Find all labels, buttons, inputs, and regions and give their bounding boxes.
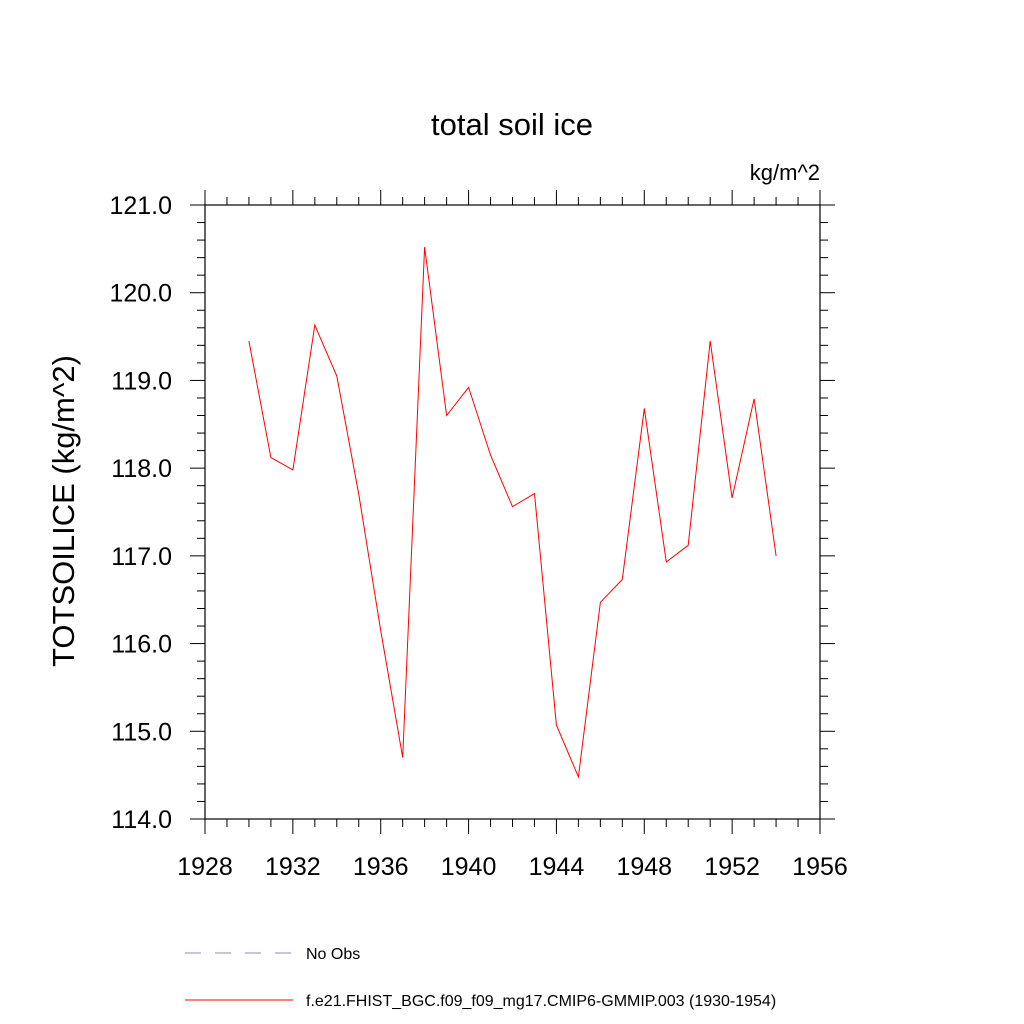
y-axis-label: TOTSOILICE (kg/m^2) bbox=[46, 355, 81, 667]
y-tick-label: 121.0 bbox=[109, 192, 172, 220]
chart-title: total soil ice bbox=[431, 107, 593, 142]
x-tick-label: 1944 bbox=[529, 853, 585, 881]
y-tick-label: 115.0 bbox=[111, 718, 172, 746]
y-tick-label: 120.0 bbox=[109, 280, 172, 308]
x-tick-label: 1940 bbox=[441, 853, 497, 881]
y-tick-label: 119.0 bbox=[111, 367, 172, 395]
plot-frame bbox=[204, 204, 821, 820]
x-tick-label: 1952 bbox=[704, 853, 760, 881]
y-tick-label: 114.0 bbox=[111, 806, 172, 834]
legend-label-model: f.e21.FHIST_BGC.f09_f09_mg17.CMIP6-GMMIP… bbox=[306, 993, 776, 1010]
x-tick-label: 1932 bbox=[265, 853, 321, 881]
x-tick-label: 1948 bbox=[616, 853, 672, 881]
x-tick-label: 1928 bbox=[177, 853, 233, 881]
legend: No Obs f.e21.FHIST_BGC.f09_f09_mg17.CMIP… bbox=[185, 946, 776, 1010]
tick-labels: 1928 1932 1936 1940 1944 1948 1952 1956 114.0 115… bbox=[109, 192, 847, 881]
x-tick-label: 1956 bbox=[792, 853, 848, 881]
y-tick-label: 116.0 bbox=[111, 631, 172, 659]
axis-ticks bbox=[190, 190, 835, 834]
units-label: kg/m^2 bbox=[750, 160, 820, 185]
legend-label-no-obs: No Obs bbox=[306, 946, 360, 963]
series-line-0 bbox=[248, 247, 777, 779]
y-tick-label: 118.0 bbox=[111, 455, 172, 483]
series-group bbox=[248, 247, 777, 779]
y-tick-label: 117.0 bbox=[111, 543, 172, 571]
x-tick-label: 1936 bbox=[353, 853, 409, 881]
